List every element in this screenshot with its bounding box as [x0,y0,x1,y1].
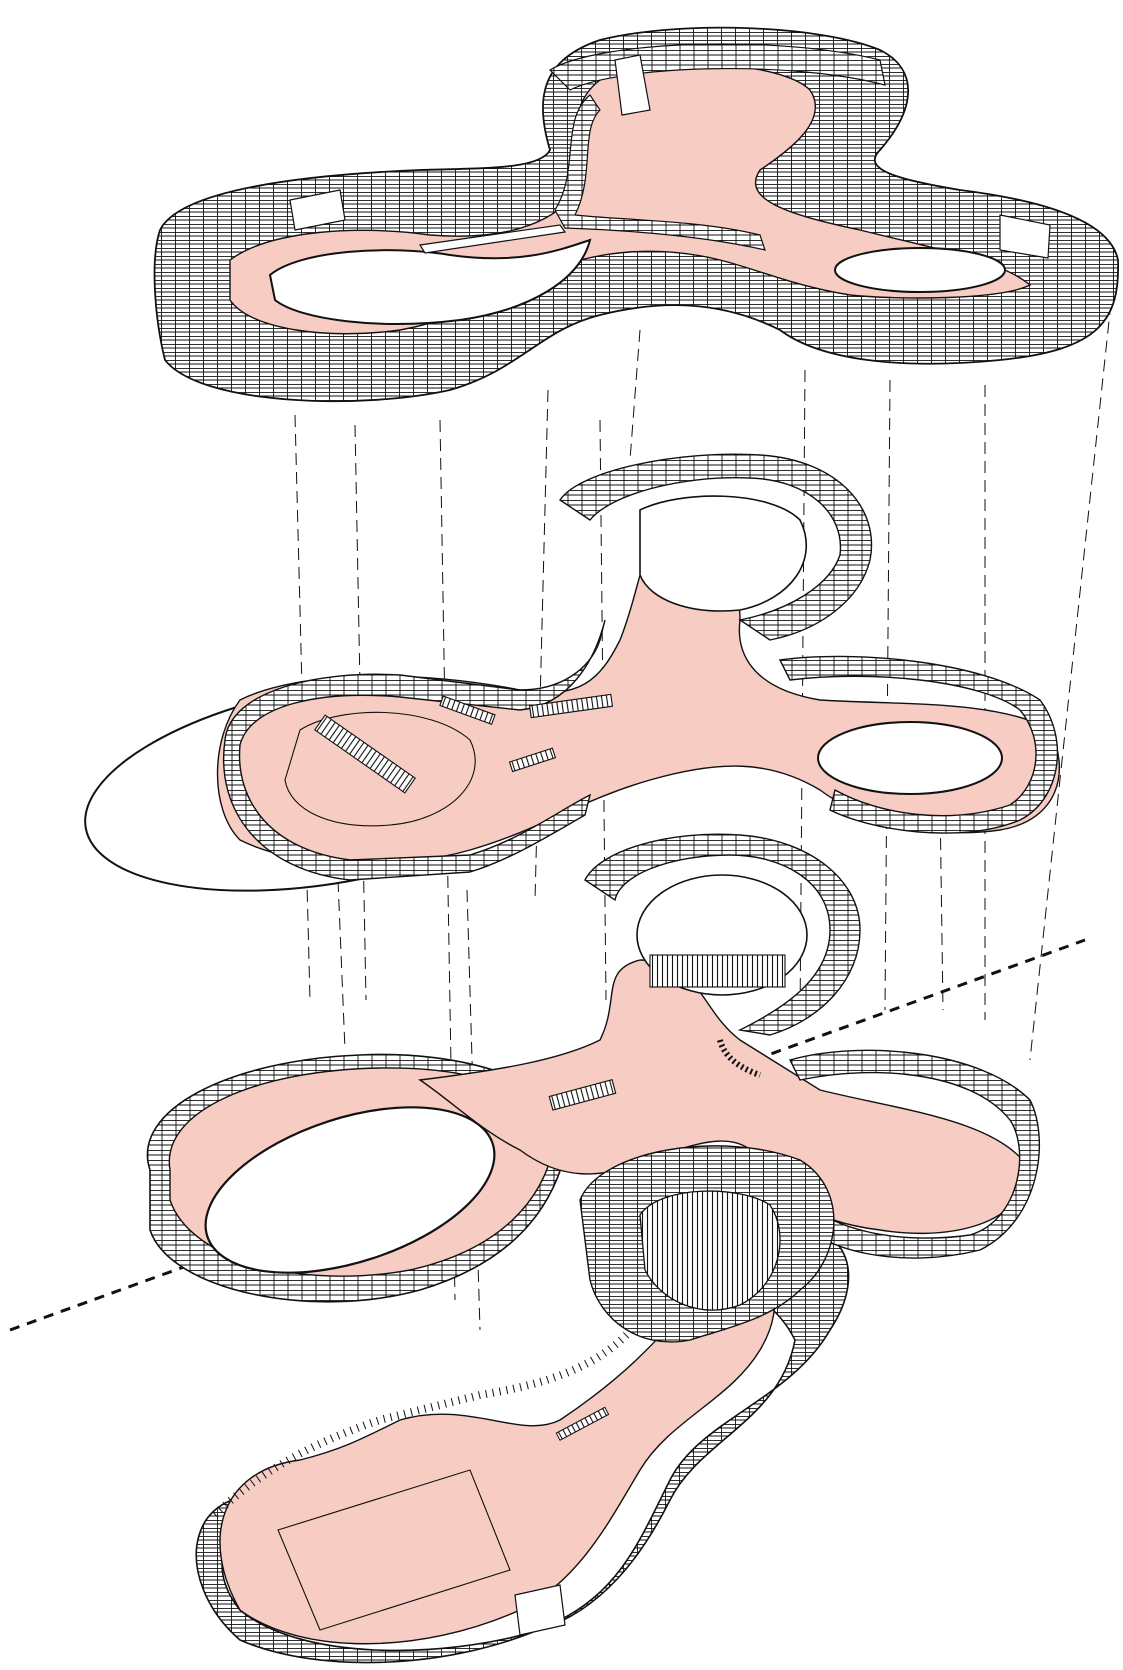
level-2-upper-lobe-wall [559,453,873,641]
level-1-left-void [268,238,592,325]
level-2-left-bleacher [314,714,416,794]
level-1-core-block-right [999,214,1051,259]
level-2-stair-b [439,695,496,725]
level-1-inner-rail [554,94,766,251]
level-2-right-void [817,721,1003,795]
level-3-curved-ramp [717,1039,761,1078]
level-2-floor-plate [84,453,1061,892]
level-4-core-block [514,1584,566,1636]
level-4-court-outline [277,1469,511,1631]
level-2-perimeter-rail [223,619,606,881]
level-2-stair-c [508,747,557,773]
level-3-central-stair [548,1079,617,1111]
level-1-core-block-left [289,189,346,231]
level-3-amphitheatre-seating [639,1190,781,1311]
level-1-core-block-top [614,54,651,116]
level-4-stair [555,1406,610,1441]
level-2-upper-void [639,495,808,612]
level-3-upper-lobe-wall [584,833,861,1036]
level-1-floor-plate [153,26,1119,403]
level-4-floor [219,1249,776,1645]
level-2-stair-a [528,693,614,719]
level-1-right-void [834,247,1006,293]
level-3-floor-plate [146,833,1041,1343]
level-1-central-ramp [419,224,567,254]
level-3-upper-stage-steps [649,954,786,988]
level-2-right-lobe-wall [778,655,1059,834]
level-3-void-oval [204,1106,496,1274]
